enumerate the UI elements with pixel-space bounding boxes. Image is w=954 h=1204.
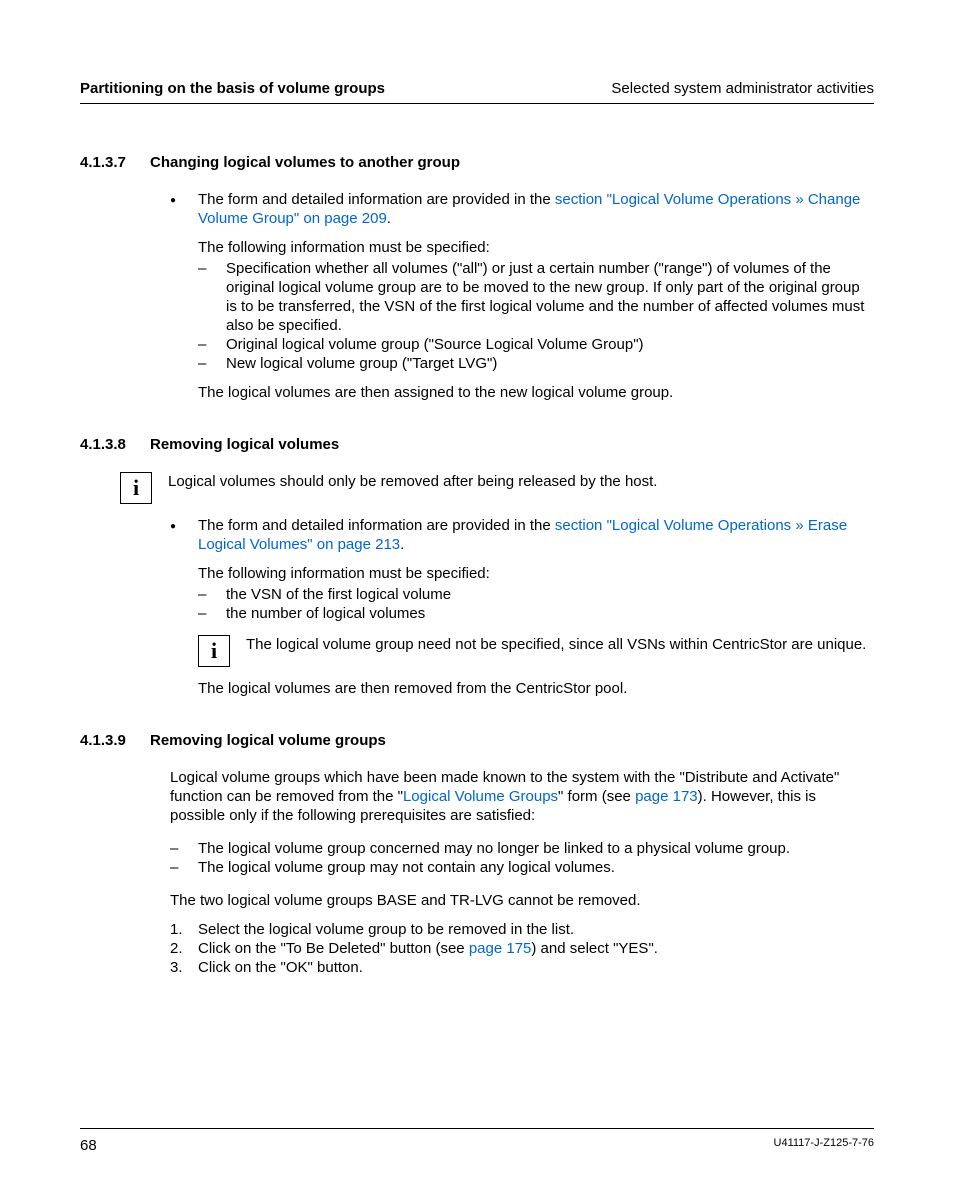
bullet-marker: [170, 516, 198, 554]
dash-item: –The logical volume group may not contai…: [170, 858, 874, 877]
numbered-text: Click on the "To Be Deleted" button (see…: [198, 939, 874, 958]
bullet-item: The form and detailed information are pr…: [170, 516, 874, 554]
dash-list: –the VSN of the first logical volume–the…: [198, 585, 874, 623]
dash-marker: –: [170, 839, 198, 858]
number-marker: 3.: [170, 958, 198, 977]
dash-item: –New logical volume group ("Target LVG"): [198, 354, 874, 373]
dash-item: –Specification whether all volumes ("all…: [198, 259, 874, 335]
numbered-item: 3.Click on the "OK" button.: [170, 958, 874, 977]
dash-text: the VSN of the first logical volume: [226, 585, 874, 604]
cross-ref-link[interactable]: page 173: [635, 788, 698, 805]
dash-text: the number of logical volumes: [226, 604, 874, 623]
info-icon: i: [198, 635, 230, 667]
numbered-text: Select the logical volume group to be re…: [198, 920, 874, 939]
number-marker: 2.: [170, 939, 198, 958]
section-number: 4.1.3.7: [80, 154, 150, 171]
page-header: Partitioning on the basis of volume grou…: [80, 80, 874, 104]
sub-paragraph: The following information must be specif…: [198, 564, 874, 583]
info-text: The logical volume group need not be spe…: [246, 635, 866, 654]
dash-item: –the number of logical volumes: [198, 604, 874, 623]
section-title: Removing logical volume groups: [150, 732, 386, 749]
numbered-list: 1.Select the logical volume group to be …: [170, 920, 874, 977]
dash-text: New logical volume group ("Target LVG"): [226, 354, 874, 373]
bullet-text: The form and detailed information are pr…: [198, 190, 874, 228]
cross-ref-link[interactable]: page 175: [469, 940, 532, 957]
dash-text: Original logical volume group ("Source L…: [226, 335, 874, 354]
sub-paragraph: The logical volumes are then assigned to…: [198, 383, 874, 402]
section-title: Removing logical volumes: [150, 436, 339, 453]
bullet-text: The form and detailed information are pr…: [198, 516, 874, 554]
sub-paragraph: The following information must be specif…: [198, 238, 874, 257]
section-heading: 4.1.3.8Removing logical volumes: [80, 436, 874, 454]
section-content: i Logical volumes should only be removed …: [170, 472, 874, 698]
dash-marker: –: [198, 259, 226, 335]
body-paragraph: The two logical volume groups BASE and T…: [170, 891, 874, 910]
section-heading: 4.1.3.9Removing logical volume groups: [80, 732, 874, 750]
numbered-item: 1.Select the logical volume group to be …: [170, 920, 874, 939]
dash-text: The logical volume group may not contain…: [198, 858, 874, 877]
document-id: U41117-J-Z125-7-76: [774, 1137, 874, 1154]
section-number: 4.1.3.9: [80, 732, 150, 749]
bullet-item: The form and detailed information are pr…: [170, 190, 874, 228]
section-title: Changing logical volumes to another grou…: [150, 154, 460, 171]
section-number: 4.1.3.8: [80, 436, 150, 453]
section-content: Logical volume groups which have been ma…: [170, 768, 874, 977]
sub-paragraph: The logical volumes are then removed fro…: [198, 679, 874, 698]
section-content: The form and detailed information are pr…: [170, 190, 874, 402]
section-heading: 4.1.3.7Changing logical volumes to anoth…: [80, 154, 874, 172]
bullet-marker: [170, 190, 198, 228]
page-number: 68: [80, 1137, 97, 1154]
number-marker: 1.: [170, 920, 198, 939]
dash-item: –Original logical volume group ("Source …: [198, 335, 874, 354]
header-left: Partitioning on the basis of volume grou…: [80, 80, 385, 97]
dash-list: –The logical volume group concerned may …: [170, 839, 874, 877]
dash-marker: –: [198, 335, 226, 354]
dash-marker: –: [198, 604, 226, 623]
numbered-text: Click on the "OK" button.: [198, 958, 874, 977]
info-note: i Logical volumes should only be removed …: [120, 472, 874, 504]
dash-list: –Specification whether all volumes ("all…: [198, 259, 874, 373]
info-note: i The logical volume group need not be sp…: [198, 635, 874, 667]
dash-marker: –: [198, 354, 226, 373]
body-paragraph: Logical volume groups which have been ma…: [170, 768, 874, 825]
dash-marker: –: [170, 858, 198, 877]
numbered-item: 2.Click on the "To Be Deleted" button (s…: [170, 939, 874, 958]
cross-ref-link[interactable]: Logical Volume Groups: [403, 788, 558, 805]
dash-text: The logical volume group concerned may n…: [198, 839, 874, 858]
info-text: Logical volumes should only be removed a…: [168, 472, 657, 491]
dash-marker: –: [198, 585, 226, 604]
info-icon: i: [120, 472, 152, 504]
dash-item: –The logical volume group concerned may …: [170, 839, 874, 858]
dash-text: Specification whether all volumes ("all"…: [226, 259, 874, 335]
header-right: Selected system administrator activities: [611, 80, 874, 97]
dash-item: –the VSN of the first logical volume: [198, 585, 874, 604]
page-footer: 68 U41117-J-Z125-7-76: [80, 1128, 874, 1154]
